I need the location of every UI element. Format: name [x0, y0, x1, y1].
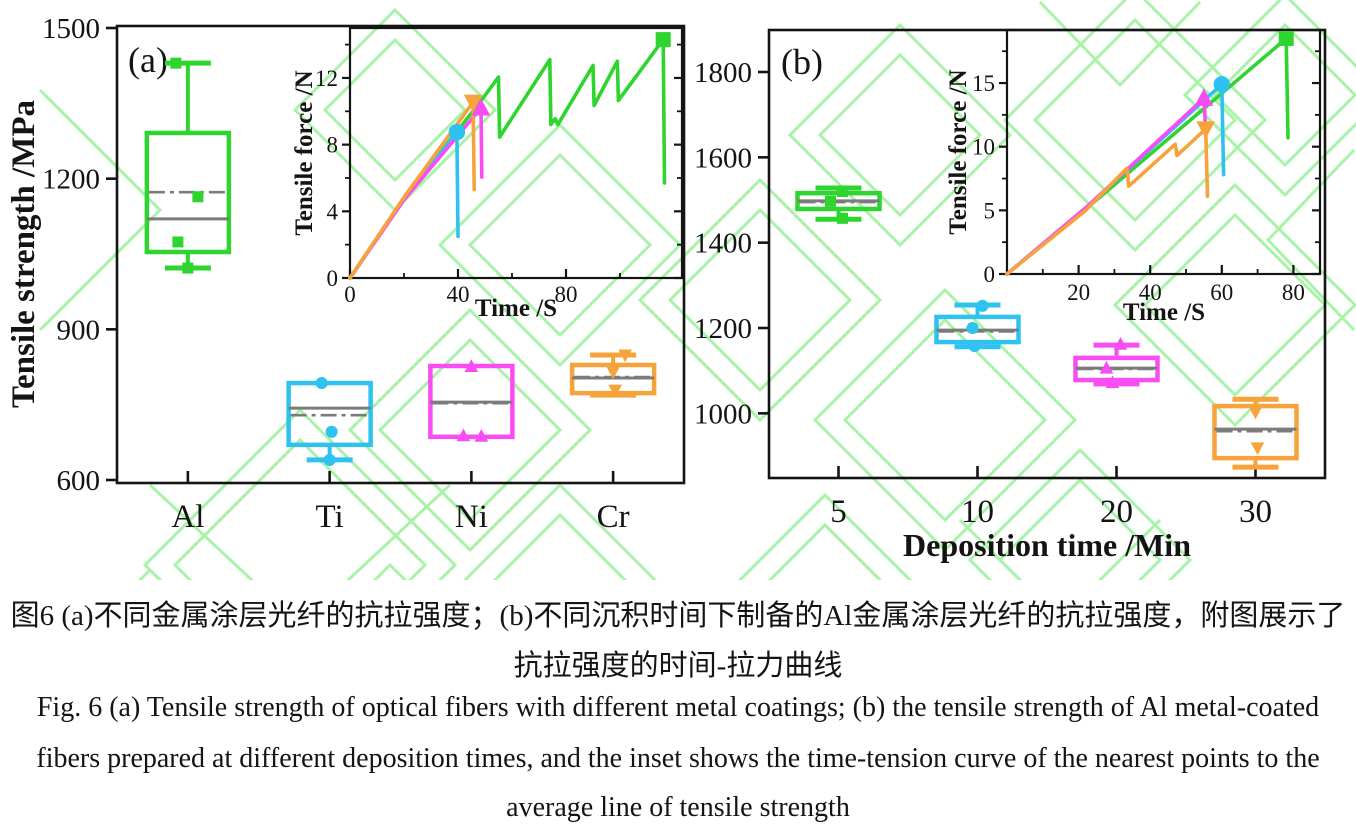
inset-a: 0 4 8 12 0 40 80 Tensile force /N Time /S: [291, 26, 684, 322]
caption-en-line1: Fig. 6 (a) Tensile strength of optical f…: [36, 692, 1320, 723]
svg-text:Ni: Ni: [455, 499, 488, 535]
svg-text:8: 8: [327, 133, 339, 158]
svg-text:12: 12: [315, 66, 338, 91]
svg-text:Time /S: Time /S: [1123, 299, 1205, 326]
box-30: [1212, 396, 1299, 470]
svg-text:20: 20: [1100, 494, 1133, 530]
series-Cr: [348, 100, 477, 280]
watermark: [38, 0, 1356, 580]
svg-text:(b): (b): [781, 42, 823, 82]
svg-text:0: 0: [984, 262, 996, 287]
svg-text:Tensile strength /MPa: Tensile strength /MPa: [6, 100, 42, 408]
svg-text:Time /S: Time /S: [475, 295, 557, 322]
box-5: [795, 185, 882, 224]
svg-text:Ti: Ti: [316, 499, 344, 535]
svg-text:60: 60: [1210, 280, 1233, 305]
svg-text:Tensile force /N: Tensile force /N: [945, 69, 972, 234]
svg-text:10: 10: [961, 494, 994, 530]
svg-text:80: 80: [555, 282, 578, 307]
svg-text:(a): (a): [128, 40, 168, 80]
svg-text:Al: Al: [171, 499, 204, 535]
caption-zh-line2: 抗拉强度的时间-拉力曲线: [513, 650, 843, 682]
svg-text:1600: 1600: [694, 142, 752, 174]
svg-text:1400: 1400: [694, 228, 752, 260]
svg-text:Deposition time /Min: Deposition time /Min: [903, 527, 1191, 563]
box-Al: [144, 57, 232, 274]
svg-text:4: 4: [327, 199, 339, 224]
caption-en-line3: average line of tensile strength: [506, 792, 850, 823]
svg-text:5: 5: [984, 198, 996, 223]
box-20: [1073, 336, 1160, 389]
panel-b: 1000 1200 1400 1600 1800 5 10 20 30 Deposition ti…: [694, 28, 1327, 563]
svg-text:30: 30: [1239, 494, 1272, 530]
svg-text:1000: 1000: [694, 398, 752, 430]
svg-text:600: 600: [57, 465, 101, 497]
svg-text:1200: 1200: [42, 164, 100, 196]
inset-b: 0 5 10 15 20 40 60 80 Tensile force /N Time /S: [945, 28, 1322, 326]
svg-text:40: 40: [1139, 280, 1162, 305]
svg-text:1500: 1500: [42, 13, 100, 45]
svg-text:80: 80: [1282, 280, 1305, 305]
box-Ti: [286, 377, 373, 466]
box-10: [934, 299, 1021, 352]
series-30 min: [1005, 127, 1210, 276]
series-Al: [348, 37, 667, 280]
svg-text:0: 0: [327, 266, 339, 291]
svg-text:1200: 1200: [694, 313, 752, 345]
svg-text:10: 10: [972, 135, 995, 160]
svg-text:5: 5: [830, 494, 847, 530]
caption-zh-line1: 图6 (a)不同金属涂层光纤的抗拉强度；(b)不同沉积时间下制备的Al金属涂层光…: [10, 600, 1346, 632]
svg-text:900: 900: [57, 314, 101, 346]
svg-text:0: 0: [344, 282, 356, 307]
svg-text:1800: 1800: [694, 57, 752, 89]
box-Ni: [428, 359, 515, 442]
box-Cr: [569, 349, 657, 398]
caption-en-line2: fibers prepared at different deposition …: [36, 743, 1320, 774]
svg-text:Tensile force /N: Tensile force /N: [291, 70, 318, 235]
svg-text:15: 15: [972, 71, 995, 96]
svg-text:40: 40: [447, 282, 470, 307]
svg-text:20: 20: [1067, 280, 1090, 305]
svg-text:Cr: Cr: [597, 499, 630, 535]
